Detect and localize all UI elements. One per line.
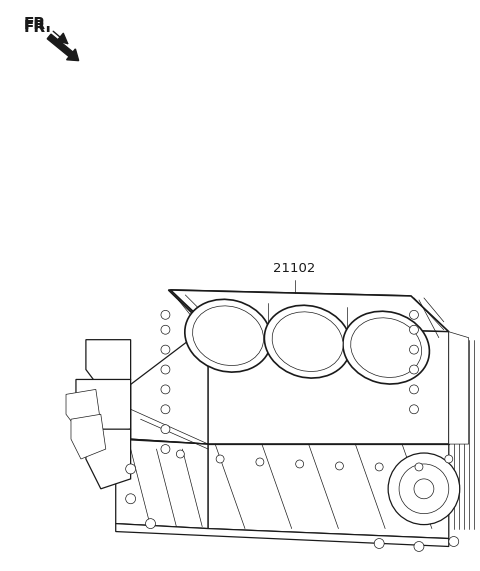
Polygon shape	[86, 340, 131, 389]
Ellipse shape	[216, 455, 224, 463]
Ellipse shape	[388, 453, 460, 525]
Ellipse shape	[445, 455, 453, 463]
Ellipse shape	[256, 458, 264, 466]
Ellipse shape	[176, 450, 184, 458]
Ellipse shape	[414, 479, 434, 498]
Ellipse shape	[296, 460, 304, 468]
Ellipse shape	[161, 325, 170, 334]
Ellipse shape	[272, 312, 343, 372]
Ellipse shape	[415, 463, 423, 471]
Polygon shape	[76, 380, 131, 439]
Ellipse shape	[351, 318, 421, 377]
Ellipse shape	[343, 311, 430, 384]
Ellipse shape	[126, 464, 136, 474]
Ellipse shape	[192, 306, 264, 365]
Ellipse shape	[161, 385, 170, 394]
Polygon shape	[449, 332, 468, 444]
Ellipse shape	[409, 311, 419, 319]
Ellipse shape	[409, 405, 419, 414]
Polygon shape	[116, 524, 449, 546]
Polygon shape	[66, 389, 101, 434]
Text: FR.: FR.	[23, 17, 51, 31]
Ellipse shape	[336, 462, 343, 470]
Text: 21102: 21102	[274, 262, 316, 275]
Ellipse shape	[264, 305, 351, 378]
Ellipse shape	[374, 538, 384, 549]
Ellipse shape	[161, 365, 170, 374]
Polygon shape	[86, 429, 131, 489]
Ellipse shape	[161, 345, 170, 354]
Polygon shape	[208, 326, 449, 444]
Polygon shape	[208, 444, 449, 538]
Ellipse shape	[185, 299, 271, 372]
Ellipse shape	[375, 463, 383, 471]
Ellipse shape	[161, 405, 170, 414]
Ellipse shape	[161, 425, 170, 433]
Polygon shape	[116, 439, 208, 529]
Ellipse shape	[409, 385, 419, 394]
FancyArrow shape	[47, 34, 79, 61]
Ellipse shape	[409, 365, 419, 374]
Ellipse shape	[449, 537, 459, 546]
Ellipse shape	[409, 325, 419, 334]
Ellipse shape	[126, 494, 136, 504]
Text: FR.: FR.	[23, 19, 51, 35]
Ellipse shape	[161, 311, 170, 319]
Ellipse shape	[399, 464, 449, 514]
Ellipse shape	[409, 345, 419, 354]
Ellipse shape	[161, 445, 170, 453]
Polygon shape	[131, 326, 208, 444]
Polygon shape	[71, 414, 106, 459]
Polygon shape	[170, 290, 449, 332]
Ellipse shape	[414, 541, 424, 552]
Polygon shape	[168, 290, 447, 335]
Ellipse shape	[145, 518, 156, 529]
